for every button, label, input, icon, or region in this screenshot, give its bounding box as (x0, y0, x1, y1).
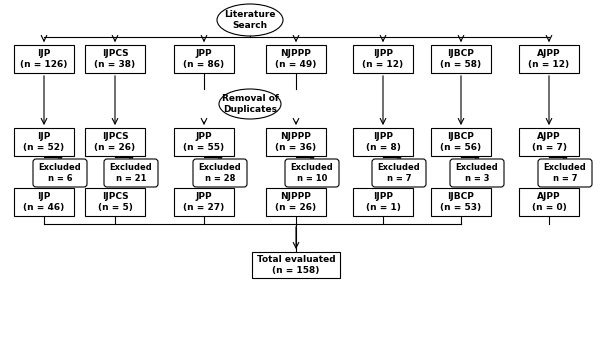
Text: AJPP
(n = 12): AJPP (n = 12) (528, 49, 569, 69)
Text: AJPP
(n = 0): AJPP (n = 0) (532, 192, 566, 212)
Text: Literature
Search: Literature Search (224, 10, 276, 30)
Text: IJPP
(n = 12): IJPP (n = 12) (362, 49, 404, 69)
FancyBboxPatch shape (266, 128, 326, 156)
Text: IJP
(n = 46): IJP (n = 46) (24, 192, 65, 212)
FancyBboxPatch shape (14, 45, 74, 73)
Text: IJPCS
(n = 38): IJPCS (n = 38) (94, 49, 136, 69)
Text: Excluded
n = 6: Excluded n = 6 (39, 163, 82, 183)
FancyBboxPatch shape (353, 45, 413, 73)
FancyBboxPatch shape (519, 188, 579, 216)
Text: Excluded
n = 10: Excluded n = 10 (290, 163, 333, 183)
Text: IJP
(n = 52): IJP (n = 52) (24, 132, 65, 152)
Ellipse shape (219, 89, 281, 119)
FancyBboxPatch shape (85, 188, 145, 216)
Text: IJBCP
(n = 56): IJBCP (n = 56) (440, 132, 482, 152)
Text: Excluded
n = 7: Excluded n = 7 (378, 163, 420, 183)
FancyBboxPatch shape (431, 128, 491, 156)
FancyBboxPatch shape (33, 159, 87, 187)
Ellipse shape (217, 4, 283, 36)
FancyBboxPatch shape (193, 159, 247, 187)
Text: Excluded
n = 3: Excluded n = 3 (456, 163, 499, 183)
FancyBboxPatch shape (538, 159, 592, 187)
FancyBboxPatch shape (252, 252, 340, 278)
FancyBboxPatch shape (14, 188, 74, 216)
FancyBboxPatch shape (450, 159, 504, 187)
FancyBboxPatch shape (104, 159, 158, 187)
FancyBboxPatch shape (14, 128, 74, 156)
Text: NJPPP
(n = 26): NJPPP (n = 26) (275, 192, 316, 212)
Text: IJPP
(n = 8): IJPP (n = 8) (365, 132, 401, 152)
Text: JPP
(n = 27): JPP (n = 27) (183, 192, 224, 212)
FancyBboxPatch shape (372, 159, 426, 187)
FancyBboxPatch shape (85, 45, 145, 73)
FancyBboxPatch shape (266, 45, 326, 73)
Text: IJP
(n = 126): IJP (n = 126) (21, 49, 68, 69)
Text: Total evaluated
(n = 158): Total evaluated (n = 158) (257, 255, 335, 275)
FancyBboxPatch shape (519, 45, 579, 73)
FancyBboxPatch shape (174, 45, 234, 73)
Text: IJPP
(n = 1): IJPP (n = 1) (365, 192, 401, 212)
Text: IJBCP
(n = 58): IJBCP (n = 58) (440, 49, 482, 69)
Text: JPP
(n = 55): JPP (n = 55) (183, 132, 224, 152)
FancyBboxPatch shape (353, 188, 413, 216)
FancyBboxPatch shape (174, 188, 234, 216)
Text: Removal of
Duplicates: Removal of Duplicates (221, 94, 278, 114)
FancyBboxPatch shape (174, 128, 234, 156)
FancyBboxPatch shape (266, 188, 326, 216)
Text: IJBCP
(n = 53): IJBCP (n = 53) (440, 192, 482, 212)
FancyBboxPatch shape (519, 128, 579, 156)
Text: IJPCS
(n = 26): IJPCS (n = 26) (94, 132, 136, 152)
FancyBboxPatch shape (431, 188, 491, 216)
Text: Excluded
n = 7: Excluded n = 7 (544, 163, 586, 183)
FancyBboxPatch shape (85, 128, 145, 156)
Text: Excluded
n = 21: Excluded n = 21 (110, 163, 152, 183)
FancyBboxPatch shape (353, 128, 413, 156)
Text: Excluded
n = 28: Excluded n = 28 (198, 163, 241, 183)
Text: AJPP
(n = 7): AJPP (n = 7) (532, 132, 566, 152)
FancyBboxPatch shape (431, 45, 491, 73)
Text: IJPCS
(n = 5): IJPCS (n = 5) (97, 192, 132, 212)
Text: JPP
(n = 86): JPP (n = 86) (183, 49, 224, 69)
FancyBboxPatch shape (285, 159, 339, 187)
Text: NJPPP
(n = 36): NJPPP (n = 36) (275, 132, 316, 152)
Text: NJPPP
(n = 49): NJPPP (n = 49) (275, 49, 316, 69)
